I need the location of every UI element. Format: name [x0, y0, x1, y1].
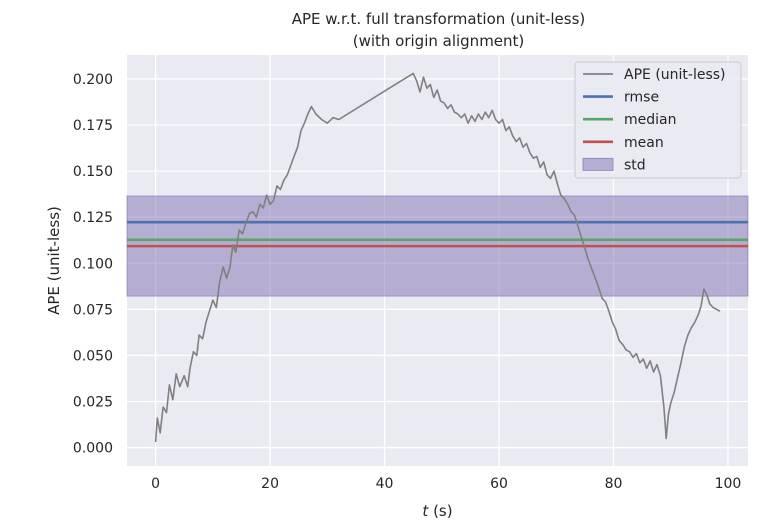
y-tick-label: 0.150 [73, 164, 113, 180]
chart-title: APE w.r.t. full transformation (unit-les… [292, 10, 586, 28]
legend: APE (unit-less) rmse median mean std [574, 61, 742, 179]
legend-entry-rmse-label: rmse [624, 90, 659, 106]
y-tick-label: 0.025 [73, 394, 113, 410]
series-layer [154, 72, 721, 443]
legend-entries: APE (unit-less) rmse median mean std [582, 67, 726, 173]
legend-entry-mean-label: mean [624, 135, 664, 151]
x-axis-ticks: 0 20 40 60 80 100 [151, 476, 741, 492]
legend-entry-median-label: median [624, 112, 676, 128]
legend-entry-rmse: rmse [583, 90, 659, 106]
x-tick-label: 40 [376, 476, 394, 492]
y-axis-label: APE (unit-less) [45, 206, 63, 315]
x-axis-label: t (s) [422, 502, 452, 520]
legend-entry-median: median [583, 112, 676, 128]
legend-entry-std: std [582, 157, 646, 173]
x-axis-label-symbol: t [422, 502, 429, 520]
legend-entry-ape: APE (unit-less) [583, 67, 726, 83]
legend-entry-std-swatch [582, 157, 614, 171]
y-tick-label: 0.200 [73, 72, 113, 88]
x-tick-label: 100 [715, 476, 742, 492]
x-tick-label: 20 [261, 476, 279, 492]
y-tick-label: 0.075 [73, 302, 113, 318]
x-axis-label-unit: (s) [428, 502, 452, 520]
chart-subtitle: (with origin alignment) [353, 32, 525, 50]
x-tick-label: 80 [605, 476, 623, 492]
ape-series-line [154, 72, 721, 443]
y-tick-label: 0.175 [73, 118, 113, 134]
legend-entry-std-label: std [624, 157, 646, 173]
x-tick-label: 0 [151, 476, 160, 492]
legend-box [574, 61, 742, 179]
y-tick-label: 0.125 [73, 210, 113, 226]
legend-entry-ape-label: APE (unit-less) [624, 67, 726, 83]
y-tick-label: 0.100 [73, 256, 113, 272]
statistics-layer [126, 195, 749, 297]
x-tick-label: 60 [490, 476, 508, 492]
y-axis-ticks: 0.000 0.025 0.050 0.075 0.100 0.125 0.150 0.175… [73, 72, 113, 457]
legend-entry-mean: mean [583, 135, 664, 151]
y-tick-label: 0.050 [73, 348, 113, 364]
y-tick-label: 0.000 [73, 441, 113, 457]
